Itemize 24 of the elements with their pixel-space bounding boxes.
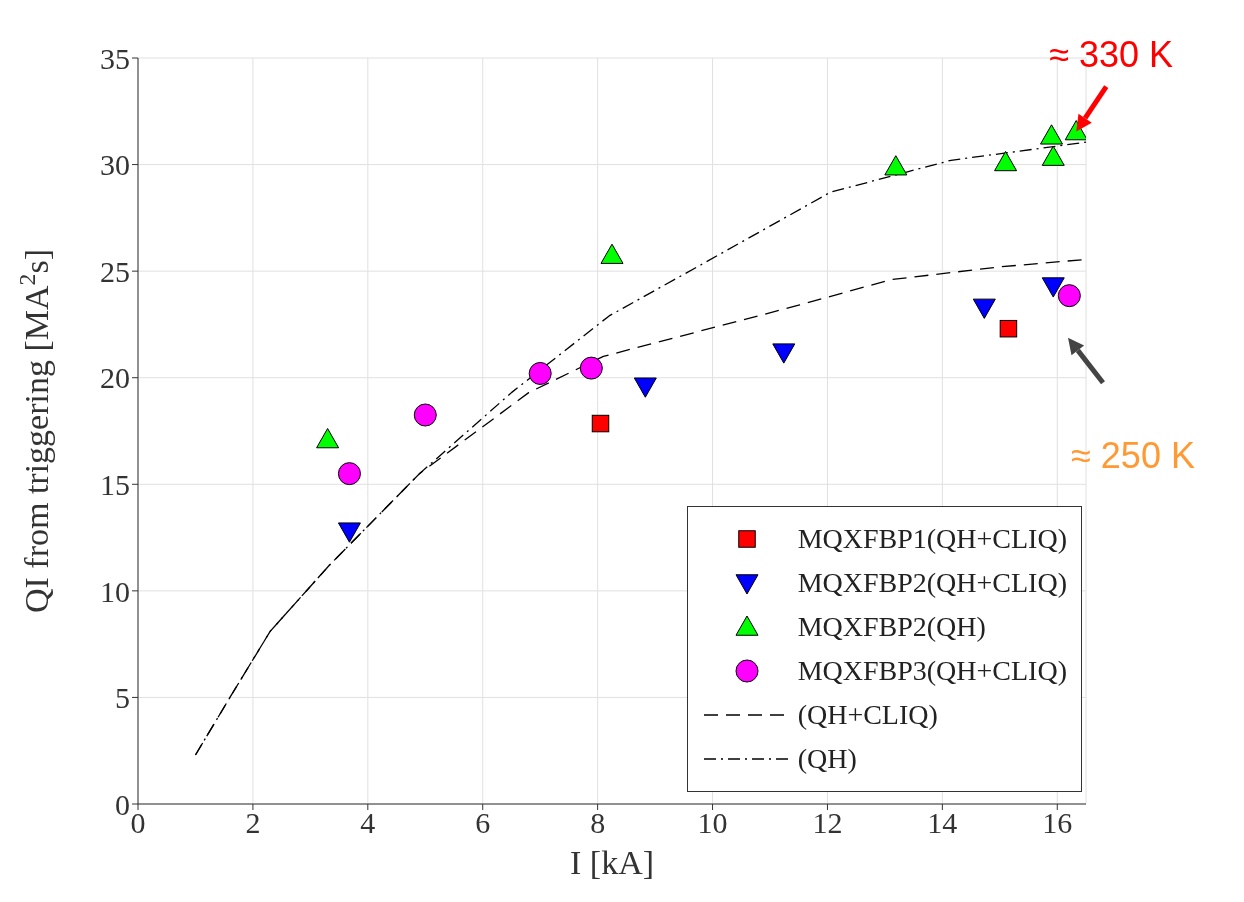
x-tick-label: 8 (590, 806, 606, 840)
y-tick-label: 5 (115, 681, 130, 715)
x-tick-label: 6 (475, 806, 491, 840)
y-tick-label: 10 (100, 574, 130, 608)
annotation: ≈ 330 K (1049, 33, 1174, 75)
legend-label: MQXFBP2(QH) (797, 611, 986, 643)
y-tick-label: 30 (100, 148, 130, 182)
x-tick-label: 12 (812, 806, 843, 840)
legend-label: MQXFBP2(QH+CLIQ) (797, 567, 1067, 599)
legend-label: (QH+CLIQ) (797, 699, 938, 731)
legend-label: MQXFBP3(QH+CLIQ) (797, 655, 1067, 687)
x-tick-label: 10 (697, 806, 728, 840)
x-tick-label: 2 (245, 806, 261, 840)
y-tick-label: 20 (100, 361, 130, 395)
y-tick-label: 35 (100, 41, 130, 75)
annotation: ≈ 250 K (1071, 434, 1195, 476)
legend-label: MQXFBP1(QH+CLIQ) (797, 523, 1067, 555)
x-axis-title: I [kA] (569, 844, 655, 881)
y-tick-label: 15 (100, 467, 130, 501)
y-tick-label: 25 (100, 254, 130, 288)
legend-label: (QH) (797, 743, 857, 775)
x-tick-label: 16 (1042, 806, 1073, 840)
x-tick-label: 4 (360, 806, 376, 840)
x-tick-label: 14 (927, 806, 958, 840)
